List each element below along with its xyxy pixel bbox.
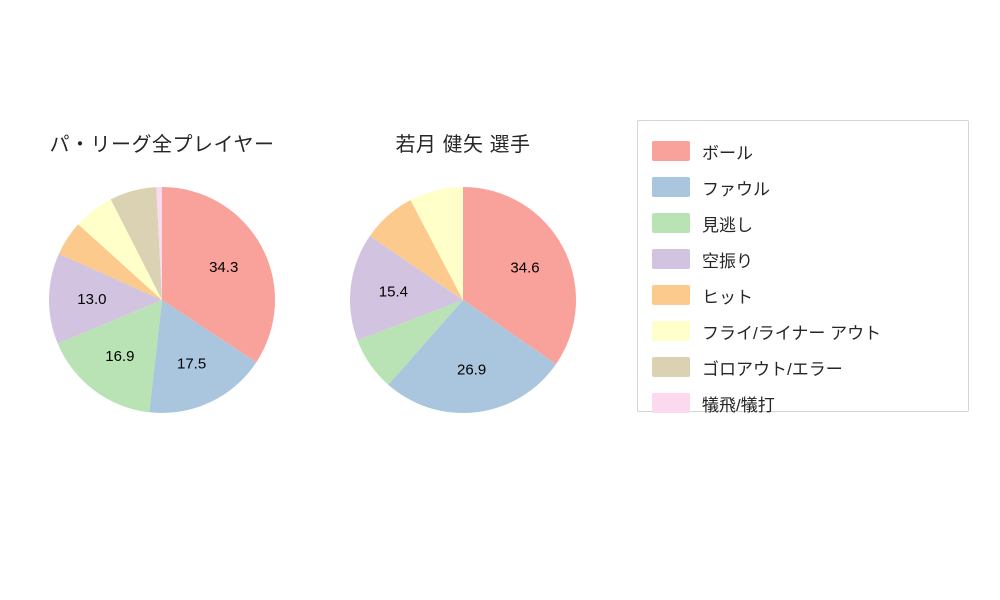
pie-slice [57,300,162,413]
pie-slice [357,300,463,385]
legend-swatch-swinging-strike [652,249,690,269]
legend-item-hit: ヒット [652,277,968,313]
legend-label-hit: ヒット [702,287,753,307]
pie-slice [110,187,162,300]
legend-label-ball: ボール [702,143,753,163]
legend-item-swinging-strike: 空振り [652,241,968,277]
legend-item-called-strike: 見逃し [652,205,968,241]
pie-slice [49,253,162,344]
pie-chart-player: 34.6 26.9 15.4 [350,187,576,413]
pie-slice [58,224,162,300]
legend-swatch-sacrifice [652,393,690,413]
legend-label-swinging-strike: 空振り [702,251,753,271]
legend: ボール ファウル 見逃し 空振り ヒット フライ/ライナー アウト ゴロアウト/… [637,120,969,415]
legend-label-fly-liner-out: フライ/ライナー アウト [702,323,882,343]
legend-swatch-foul [652,177,690,197]
pie-value-label: 13.0 [77,291,106,308]
pie-slice [463,187,576,365]
chart-title-league: パ・リーグ全プレイヤー [49,134,275,156]
legend-swatch-called-strike [652,213,690,233]
pie-slice [388,300,557,413]
pie-chart-league: 34.3 17.5 16.9 13.0 [49,186,276,414]
legend-label-foul: ファウル [702,179,770,199]
legend-label-groundout-error: ゴロアウト/エラー [702,359,843,379]
legend-swatch-hit [652,285,690,305]
pie-slice [156,186,162,300]
pie-slice [149,300,257,414]
pie-value-label: 15.4 [379,284,408,301]
pie-slice [350,235,463,341]
legend-item-ball: ボール [652,133,968,169]
legend-label-sacrifice: 犠飛/犠打 [702,395,775,415]
legend-item-foul: ファウル [652,169,968,205]
legend-item-groundout-error: ゴロアウト/エラー [652,349,968,385]
pie-slice [410,187,463,300]
pie-slice [78,199,162,300]
pie-value-label: 34.6 [510,259,539,276]
legend-item-fly-liner-out: フライ/ライナー アウト [652,313,968,349]
pie-value-label: 17.5 [177,356,206,373]
legend-item-sacrifice: 犠飛/犠打 [652,385,968,421]
legend-swatch-fly-liner-out [652,321,690,341]
pie-value-label: 16.9 [105,348,134,365]
legend-label-called-strike: 見逃し [702,215,753,235]
legend-swatch-groundout-error [652,357,690,377]
pie-value-label: 34.3 [209,259,238,276]
legend-swatch-ball [652,141,690,161]
pie-value-label: 26.9 [457,362,486,379]
chart-title-player: 若月 健矢 選手 [395,134,531,156]
pie-slice [369,199,463,300]
pie-slice [162,187,276,363]
